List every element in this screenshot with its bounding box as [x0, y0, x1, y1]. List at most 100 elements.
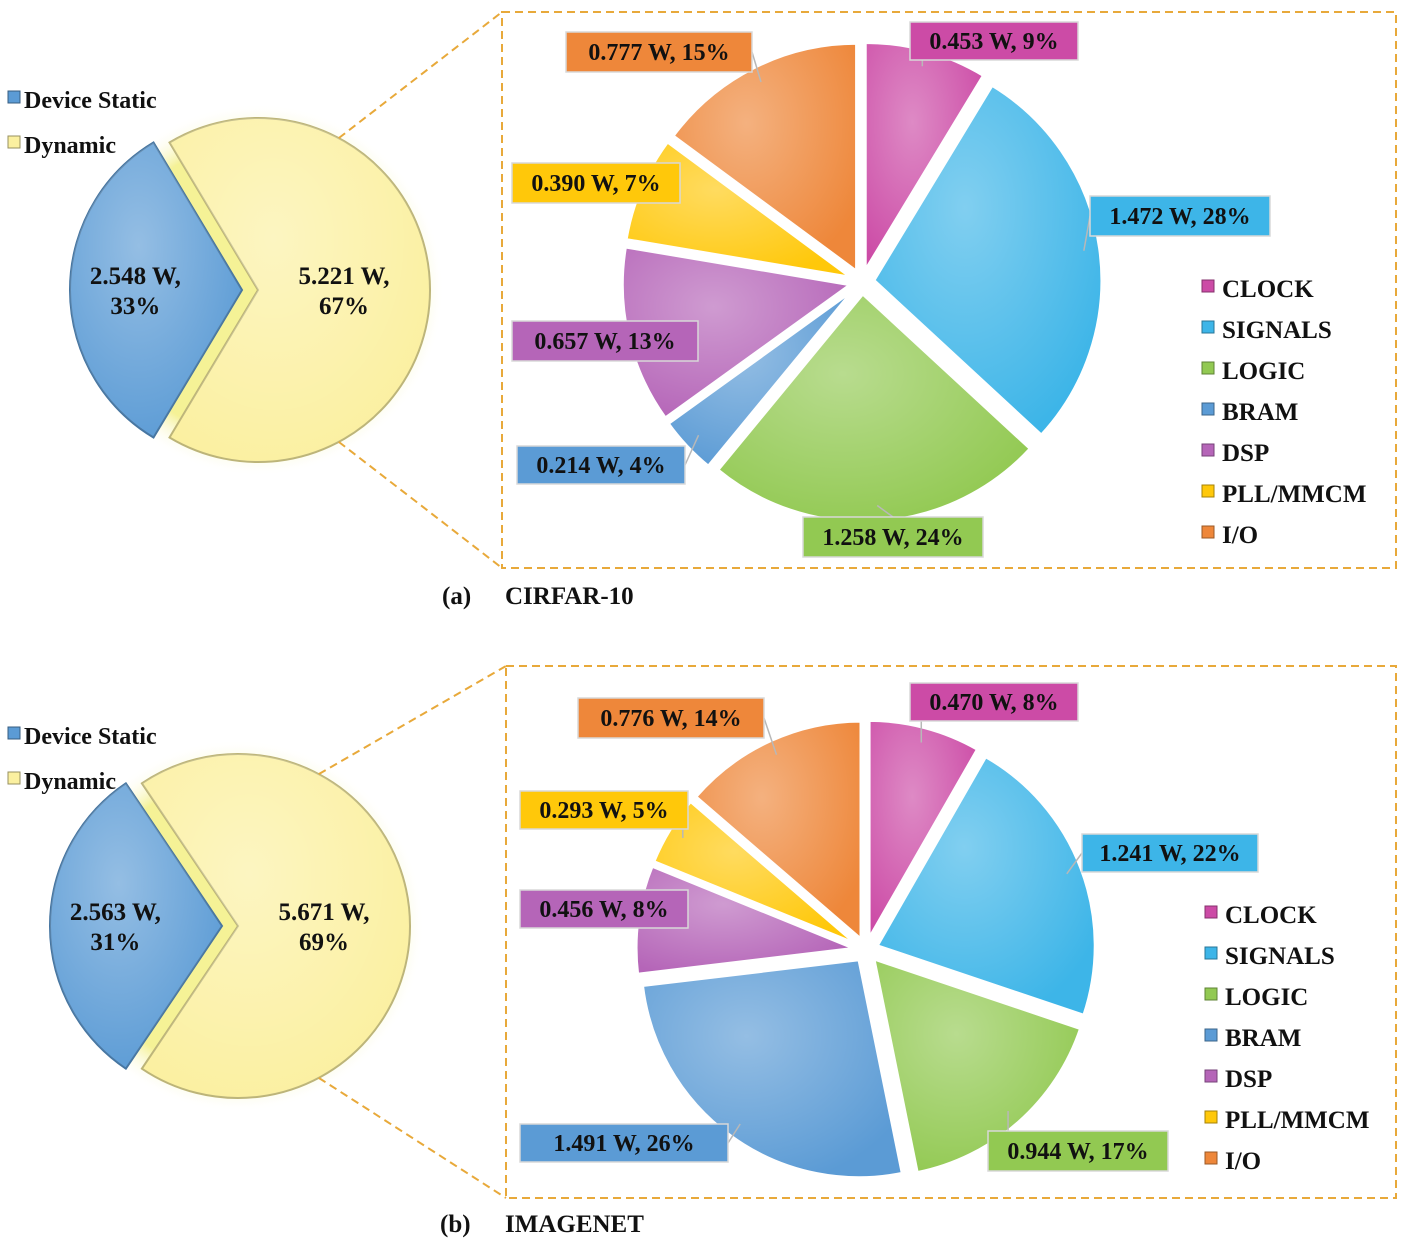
overview-slice-dynamic-sheen — [141, 754, 410, 1099]
callout-box-io — [577, 697, 765, 739]
callout-label-dsp: 0.657 W, 13% — [534, 329, 675, 355]
callout-leader-logic — [876, 504, 894, 518]
callout-label-io: 0.777 W, 15% — [588, 40, 729, 66]
overview-legend-label-device-static: Device Static — [24, 88, 157, 114]
callout-label-clock: 0.470 W, 8% — [929, 690, 1058, 716]
callout-label-dsp: 0.456 W, 8% — [539, 897, 668, 923]
callout-box-logic — [987, 1130, 1169, 1172]
overview-pie: 2.548 W, 33% 5.221 W, 67% — [69, 104, 444, 476]
zoom-connector-bottom — [338, 441, 503, 569]
zoom-connector-top — [318, 665, 507, 775]
breakdown-legend-swatch-logic — [1201, 361, 1215, 375]
breakdown-legend-swatch-bram — [1204, 1028, 1218, 1042]
overview-slice-dynamic-sheen — [169, 118, 430, 463]
overview-value-label: 5.671 W, — [278, 899, 369, 926]
breakdown-legend-swatch-logic — [1204, 987, 1218, 1001]
breakdown-legend-swatch-signals — [1204, 946, 1218, 960]
breakdown-legend-swatch-dsp — [1201, 443, 1215, 457]
breakdown-slice-logic-sheen — [873, 958, 1081, 1173]
breakdown-legend-label-io: I/O — [1222, 522, 1258, 549]
overview-value-label: 2.548 W, — [90, 263, 181, 290]
dynamic-breakdown-frame — [505, 665, 1397, 1199]
callout-box-io — [565, 31, 753, 73]
breakdown-slice-clock-sheen — [865, 42, 984, 271]
breakdown-slice-pll-mmcm-sheen — [653, 801, 856, 944]
breakdown-legend-swatch-clock — [1201, 279, 1215, 293]
callout-leader-bram — [684, 434, 700, 466]
callout-label-pll-mmcm: 0.390 W, 7% — [531, 171, 660, 197]
breakdown-legend-swatch-signals — [1201, 320, 1215, 334]
breakdown-legend-label-io: I/O — [1225, 1148, 1261, 1175]
callout-label-bram: 1.491 W, 26% — [553, 1131, 694, 1157]
overview-legend-swatch-device-static — [7, 726, 21, 740]
callout-leader-signals — [1083, 215, 1091, 251]
callout-leader-bram — [727, 1123, 741, 1144]
overview-legend-label-dynamic: Dynamic — [24, 769, 116, 795]
breakdown-pie: 0.470 W, 8% 1.241 W, 22% 0.944 W, 17% 1.491… — [519, 682, 1259, 1180]
zoom-connector-bottom — [318, 1077, 507, 1199]
callout-leader-signals — [1066, 852, 1083, 875]
overview-legend-swatch-dynamic — [7, 135, 21, 149]
caption-letter: (b) — [440, 1211, 471, 1238]
breakdown-legend-swatch-bram — [1201, 402, 1215, 416]
breakdown-slice-bram-sheen — [642, 959, 903, 1178]
breakdown-legend: CLOCK SIGNALS LOGIC BRAM DSP PLL/MMCM I/O — [1204, 902, 1369, 1175]
overview-slice-device-static-sheen — [69, 142, 243, 438]
overview-value-label: 5.221 W, — [298, 263, 389, 290]
overview-legend-swatch-device-static — [7, 90, 21, 104]
overview-slice-device-static-sheen — [49, 783, 223, 1069]
breakdown-slice-clock-sheen — [869, 720, 978, 939]
caption-title: CIRFAR-10 — [505, 583, 634, 610]
overview-percent-label: 69% — [299, 929, 349, 956]
callout-box-bram — [516, 445, 686, 485]
overview-percent-label: 33% — [110, 293, 160, 320]
breakdown-legend-swatch-io — [1204, 1151, 1218, 1165]
breakdown-slice-signals-sheen — [873, 85, 1102, 436]
overview-legend: Device Static Dynamic — [7, 724, 157, 795]
breakdown-legend-label-logic: LOGIC — [1222, 358, 1305, 385]
callout-box-signals — [1089, 195, 1271, 237]
breakdown-legend-swatch-pll-mmcm — [1204, 1110, 1218, 1124]
breakdown-slice-io-sheen — [673, 43, 857, 272]
callout-label-signals: 1.241 W, 22% — [1099, 841, 1240, 867]
callout-box-clock — [909, 21, 1079, 61]
breakdown-legend-label-dsp: DSP — [1225, 1066, 1272, 1093]
callout-label-logic: 0.944 W, 17% — [1007, 1139, 1148, 1165]
breakdown-legend-label-signals: SIGNALS — [1222, 317, 1332, 344]
overview-legend-label-dynamic: Dynamic — [24, 133, 116, 159]
callout-box-dsp — [519, 889, 689, 929]
breakdown-legend-label-clock: CLOCK — [1225, 902, 1317, 929]
overview-legend-label-device-static: Device Static — [24, 724, 157, 750]
breakdown-slice-pll-mmcm-sheen — [626, 141, 851, 278]
breakdown-slice-dsp-sheen — [622, 246, 851, 418]
caption-letter: (a) — [442, 583, 471, 610]
callout-box-bram — [519, 1123, 729, 1163]
breakdown-legend-label-signals: SIGNALS — [1225, 943, 1335, 970]
breakdown-legend-swatch-pll-mmcm — [1201, 484, 1215, 498]
breakdown-legend-swatch-clock — [1204, 905, 1218, 919]
overview-percent-label: 67% — [319, 293, 369, 320]
caption-title: IMAGENET — [505, 1211, 644, 1238]
callout-box-dsp — [511, 320, 699, 362]
callout-leader-io — [763, 717, 778, 756]
callout-label-pll-mmcm: 0.293 W, 5% — [539, 798, 668, 824]
callout-box-logic — [802, 516, 984, 558]
breakdown-slice-bram-sheen — [668, 290, 854, 467]
breakdown-legend-label-dsp: DSP — [1222, 440, 1269, 467]
callout-label-signals: 1.472 W, 28% — [1109, 204, 1250, 230]
overview-legend-swatch-dynamic — [7, 771, 21, 785]
callout-box-pll-mmcm — [511, 162, 681, 204]
panel-cifar10: 2.548 W, 33% 5.221 W, 67% Device Static Dynam… — [7, 11, 1397, 610]
breakdown-legend-swatch-io — [1201, 525, 1215, 539]
overview-percent-label: 31% — [90, 929, 140, 956]
breakdown-slice-signals-sheen — [877, 756, 1096, 1016]
breakdown-legend-label-pll-mmcm: PLL/MMCM — [1225, 1107, 1369, 1134]
breakdown-legend: CLOCK SIGNALS LOGIC BRAM DSP PLL/MMCM I/O — [1201, 276, 1366, 549]
overview-legend: Device Static Dynamic — [7, 88, 157, 159]
callout-box-clock — [909, 682, 1079, 722]
callout-label-io: 0.776 W, 14% — [600, 706, 741, 732]
panel-imagenet: 2.563 W, 31% 5.671 W, 69% Device Static Dynam… — [7, 665, 1397, 1238]
breakdown-pie: 0.453 W, 9% 1.472 W, 28% 1.258 W, 24% 0.214… — [511, 21, 1271, 558]
callout-label-logic: 1.258 W, 24% — [822, 525, 963, 551]
